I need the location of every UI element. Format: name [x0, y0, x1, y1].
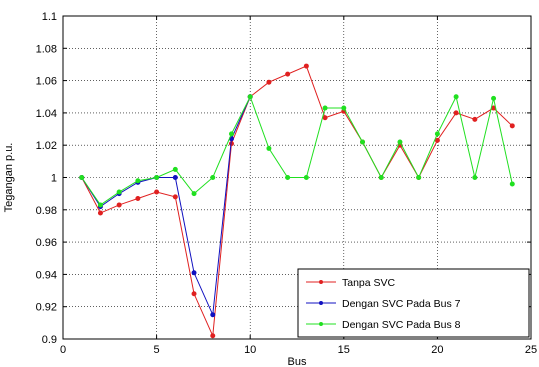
data-point	[97, 202, 103, 208]
data-point	[79, 175, 85, 180]
data-point	[210, 333, 216, 339]
data-point	[285, 175, 291, 180]
data-point	[266, 145, 272, 151]
data-point	[322, 105, 328, 111]
data-point	[322, 115, 328, 121]
y-tick-label: 1.1	[42, 11, 57, 23]
data-point	[172, 175, 178, 180]
x-axis-label: Bus	[288, 356, 307, 367]
data-point	[472, 175, 478, 180]
legend-marker	[319, 280, 323, 284]
data-point	[285, 71, 291, 77]
data-point	[191, 291, 197, 297]
data-point	[191, 270, 197, 276]
series-group	[79, 94, 515, 208]
data-point	[191, 191, 197, 197]
grid	[63, 16, 531, 339]
data-point	[453, 94, 459, 100]
legend-marker	[319, 322, 323, 326]
y-tick-label: 1.04	[36, 108, 57, 120]
data-point	[210, 175, 216, 180]
legend-entry: Dengan SVC Pada Bus 7	[306, 298, 461, 310]
y-tick-label: 1.06	[36, 76, 57, 88]
data-point	[247, 94, 253, 100]
data-point	[341, 105, 347, 111]
data-point	[116, 189, 122, 195]
y-tick-label: 0.92	[36, 302, 57, 314]
axis-ticks: 0 5 10 15 20 25 0.9 0.92 0.94 0.96 0.98 1 1.02 1.04 1.…	[36, 11, 538, 356]
data-point	[135, 195, 141, 201]
data-point	[509, 123, 515, 129]
y-tick-label: 1.08	[36, 43, 57, 55]
data-point	[97, 210, 103, 216]
y-axis-label: Tegangan p.u.	[3, 143, 15, 213]
y-tick-label: 0.96	[36, 237, 57, 249]
y-tick-label: 0.94	[36, 269, 57, 281]
legend-entry: Dengan SVC Pada Bus 8	[306, 319, 461, 331]
data-point	[154, 175, 160, 180]
legend-box	[297, 268, 530, 338]
data-point	[266, 79, 272, 85]
data-point	[434, 137, 440, 143]
data-point	[397, 139, 403, 145]
x-tick-label: 5	[154, 344, 160, 356]
x-tick-label: 10	[244, 344, 256, 356]
data-point	[228, 131, 234, 137]
y-tick-label: 0.9	[42, 334, 57, 346]
data-point	[416, 175, 422, 180]
data-point	[154, 189, 160, 195]
data-point	[509, 181, 515, 187]
y-tick-label: 1.02	[36, 140, 57, 152]
series	[79, 63, 515, 339]
y-tick-label: 0.98	[36, 205, 57, 217]
series-line	[81, 96, 251, 317]
data-point	[378, 175, 384, 180]
data-point	[303, 63, 309, 69]
data-point	[453, 110, 459, 116]
x-tick-label: 25	[525, 344, 537, 356]
x-tick-label: 15	[338, 344, 350, 356]
data-point	[172, 166, 178, 172]
legend-marker	[319, 301, 323, 305]
data-point	[472, 116, 478, 122]
legend-entry: Tanpa SVC	[306, 277, 396, 289]
x-tick-label: 0	[60, 344, 66, 356]
data-point	[116, 202, 122, 208]
data-point	[434, 131, 440, 137]
legend: Tanpa SVC Dengan SVC Pada Bus 7 Dengan SVC…	[297, 268, 530, 338]
series-line	[81, 95, 513, 206]
data-point	[210, 312, 216, 318]
series-line	[81, 65, 513, 338]
data-point	[303, 175, 309, 180]
data-point	[491, 95, 497, 101]
data-point	[360, 139, 366, 145]
legend-label: Tanpa SVC	[342, 277, 396, 289]
data-point	[172, 194, 178, 200]
legend-label: Dengan SVC Pada Bus 7	[342, 298, 461, 310]
x-tick-label: 20	[431, 344, 443, 356]
legend-label: Dengan SVC Pada Bus 8	[342, 319, 461, 331]
y-tick-label: 1	[51, 173, 57, 185]
data-point	[135, 178, 141, 184]
